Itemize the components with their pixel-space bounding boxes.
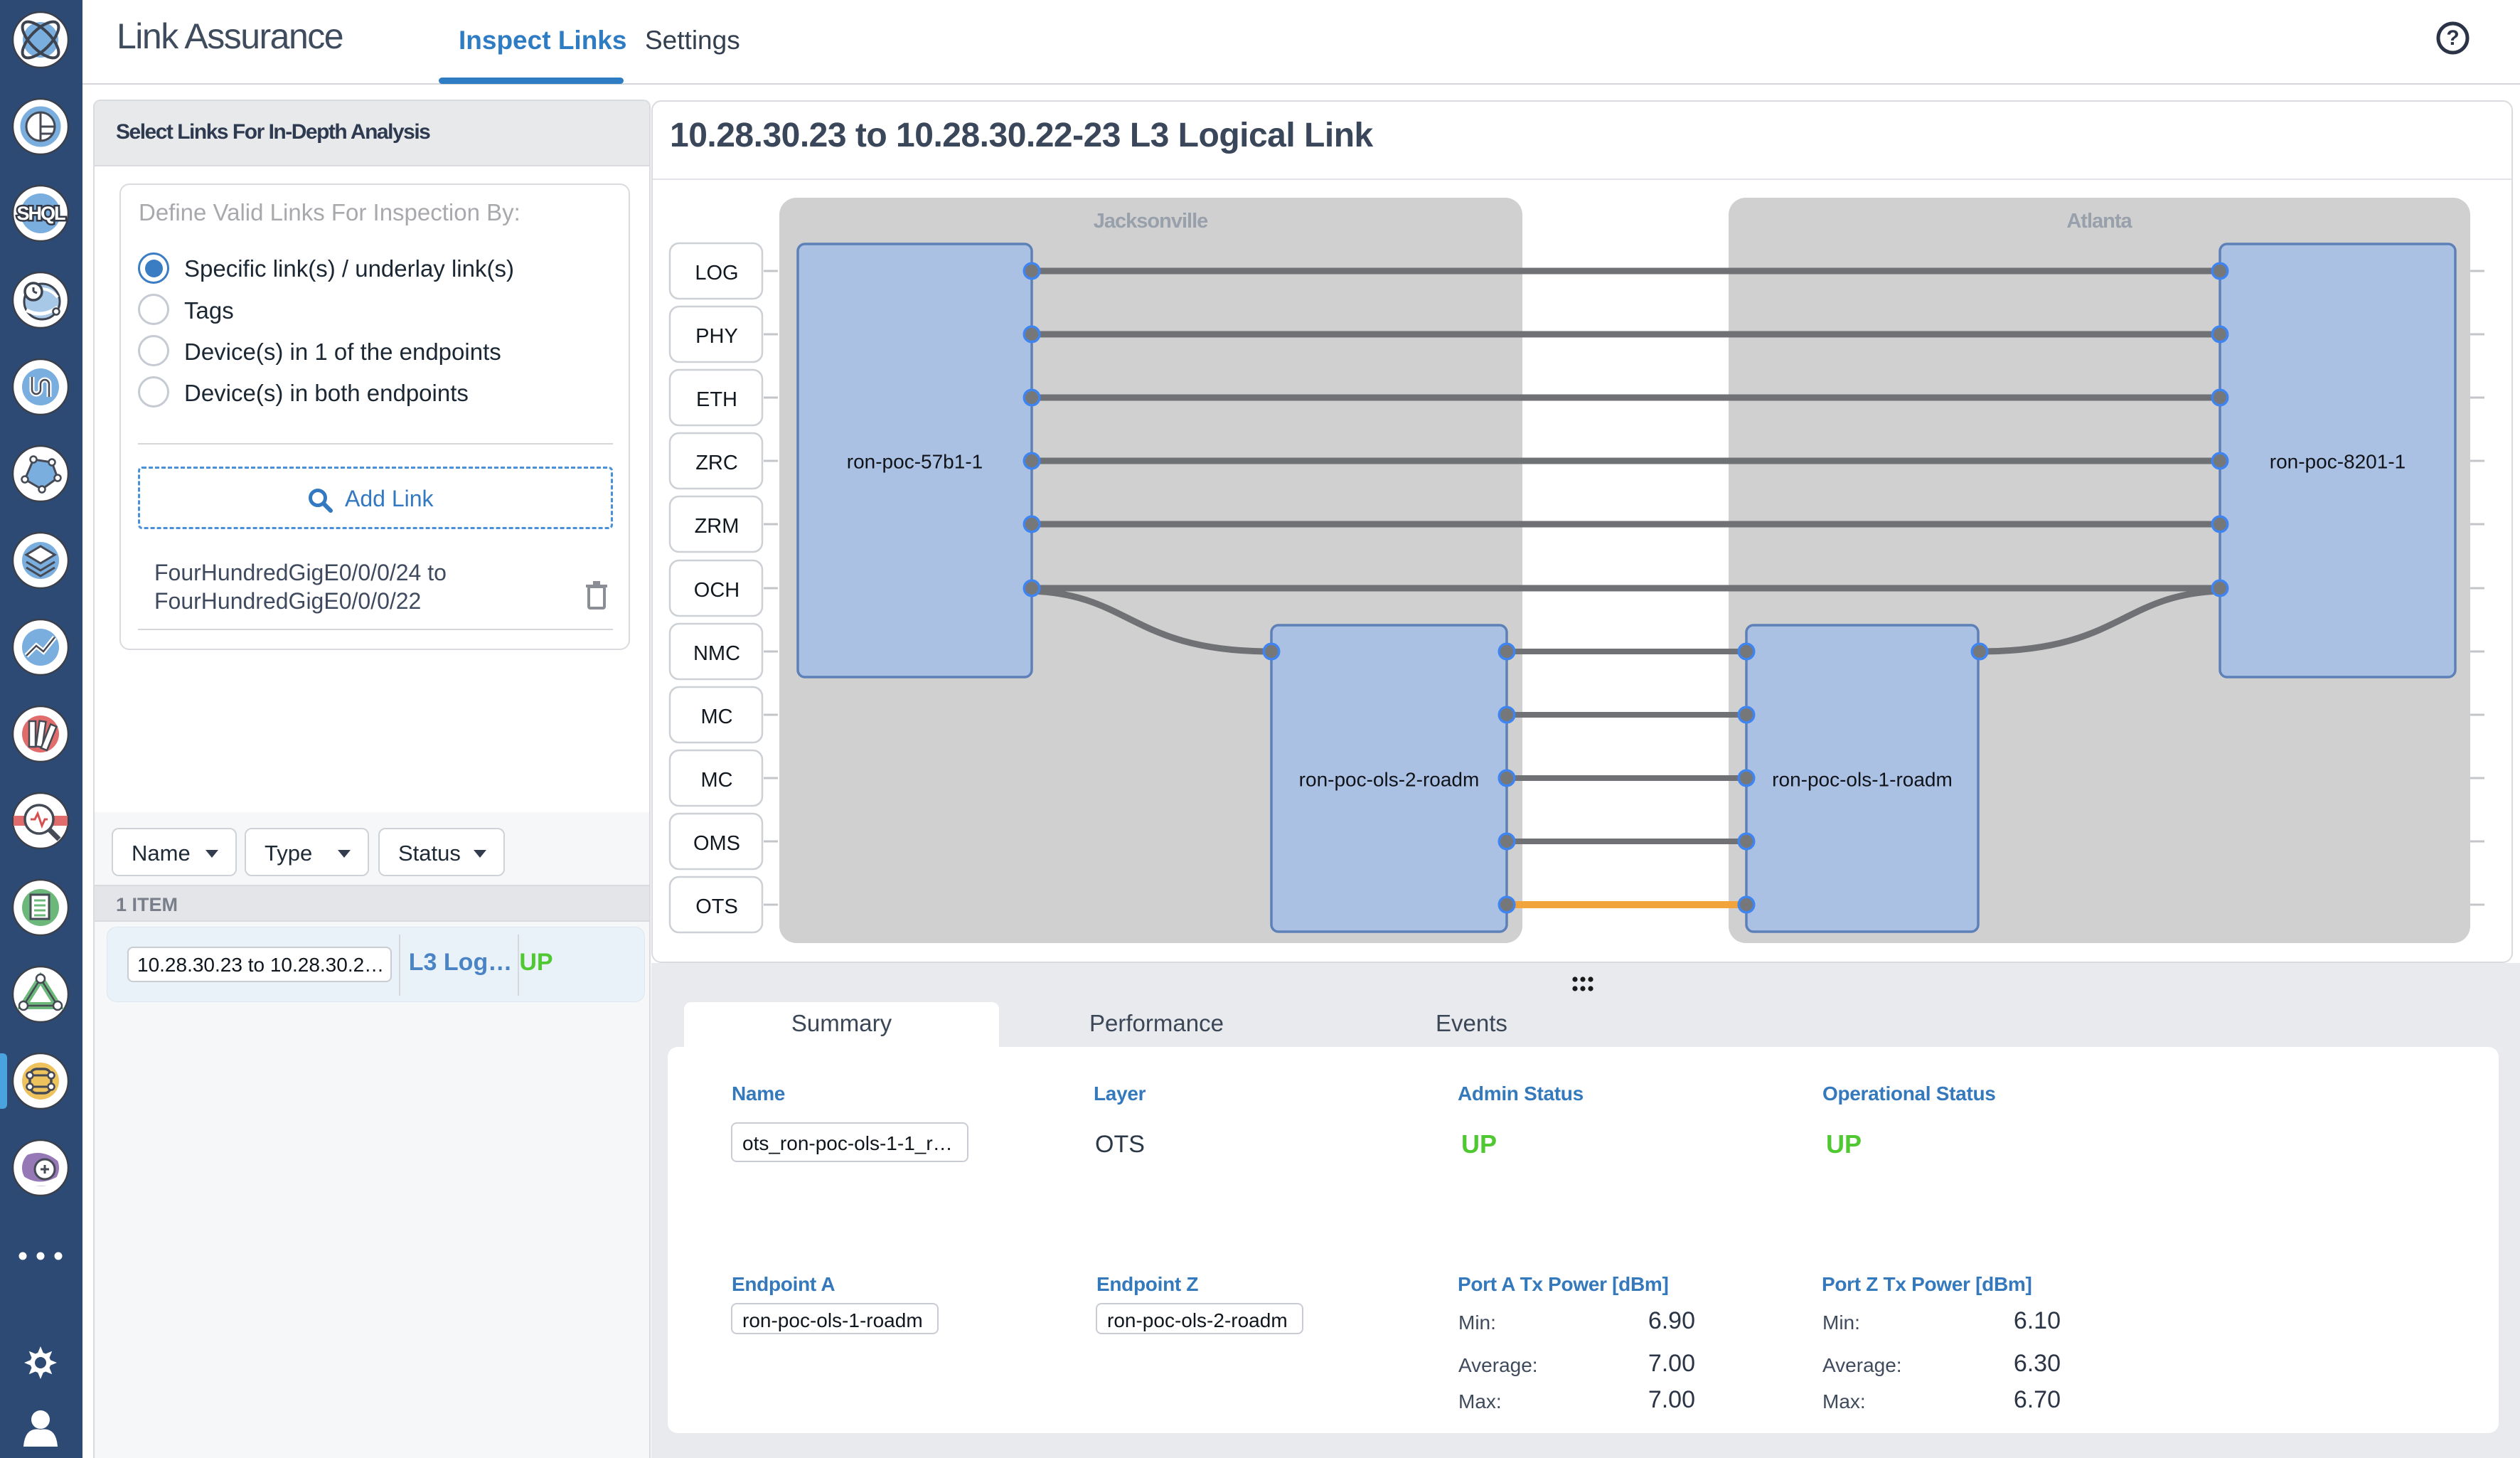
svg-text:OTS: OTS [695, 895, 738, 918]
svg-text:ron-poc-ols-2-roadm: ron-poc-ols-2-roadm [1299, 769, 1480, 791]
svg-text:OCH: OCH [694, 579, 740, 602]
svg-text:Jacksonville: Jacksonville [1094, 210, 1208, 233]
svg-text:?: ? [2446, 26, 2459, 50]
svg-text:MC: MC [700, 706, 732, 728]
svg-text:PHY: PHY [695, 325, 738, 348]
svg-text:ron-poc-57b1-1: ron-poc-57b1-1 [847, 451, 983, 473]
svg-text:ron-poc-ols-1-roadm: ron-poc-ols-1-roadm [1772, 769, 1953, 791]
svg-text:NMC: NMC [693, 642, 740, 665]
svg-text:ron-poc-8201-1: ron-poc-8201-1 [2270, 451, 2406, 473]
svg-text:SHQL: SHQL [16, 203, 65, 224]
svg-text:OMS: OMS [693, 832, 740, 855]
svg-text:ZRC: ZRC [695, 452, 738, 474]
svg-text:LOG: LOG [695, 262, 738, 284]
svg-text:ZRM: ZRM [695, 515, 740, 538]
svg-text:MC: MC [700, 769, 732, 792]
svg-text:ETH: ETH [696, 388, 737, 411]
svg-text:Atlanta: Atlanta [2066, 210, 2132, 233]
